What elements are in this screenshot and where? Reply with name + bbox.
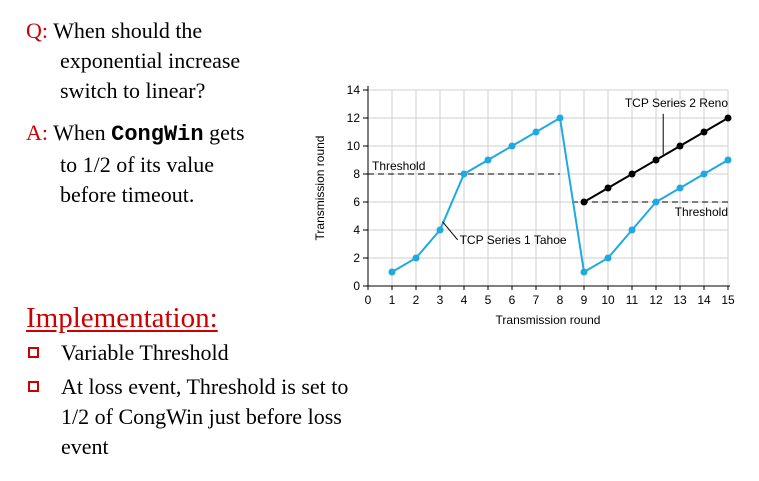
tahoe-point: [628, 226, 636, 234]
x-tick-label: 5: [485, 293, 492, 307]
answer-block: A: When CongWin gets to 1/2 of its value…: [26, 118, 245, 210]
question-line-3: switch to linear?: [60, 78, 206, 103]
tahoe-point: [532, 128, 540, 136]
x-tick-label: 14: [697, 293, 711, 307]
reno-point: [652, 156, 660, 164]
tahoe-point: [724, 156, 732, 164]
x-axis-label: Transmission round: [496, 313, 601, 327]
answer-text-post: gets: [203, 120, 245, 145]
tahoe-point: [580, 268, 588, 276]
reno-point: [676, 142, 684, 150]
tahoe-point: [460, 170, 468, 178]
answer-line-2: to 1/2 of its value: [60, 152, 214, 177]
x-tick-label: 11: [626, 293, 639, 307]
y-tick-label: 8: [353, 167, 360, 181]
tahoe-point: [484, 156, 492, 164]
tahoe-point: [676, 184, 684, 192]
list-item: Variable Threshold: [26, 338, 381, 368]
x-tick-label: 2: [413, 293, 420, 307]
y-axis-label: Transmission round: [313, 136, 327, 241]
y-tick-label: 0: [353, 279, 360, 293]
tahoe-point: [556, 114, 564, 122]
x-tick-label: 8: [557, 293, 564, 307]
tahoe-point: [700, 170, 708, 178]
tahoe-point: [388, 268, 396, 276]
tahoe-point: [604, 254, 612, 262]
implementation-list: Variable Threshold At loss event, Thresh…: [26, 338, 381, 466]
tahoe-leader-line: [442, 221, 458, 241]
y-tick-label: 12: [347, 111, 361, 125]
y-tick-label: 2: [353, 251, 360, 265]
x-tick-label: 0: [365, 293, 372, 307]
x-tick-label: 9: [581, 293, 588, 307]
answer-line-3: before timeout.: [60, 182, 195, 207]
threshold-label: Threshold: [372, 159, 425, 173]
x-tick-label: 6: [509, 293, 516, 307]
tahoe-point: [436, 226, 444, 234]
tahoe-point: [652, 198, 660, 206]
square-bullet-icon: [28, 347, 39, 358]
x-tick-label: 7: [533, 293, 540, 307]
implementation-title: Implementation:: [26, 302, 218, 334]
x-tick-label: 3: [437, 293, 444, 307]
x-tick-label: 15: [721, 293, 735, 307]
tahoe-series-label: TCP Series 1 Tahoe: [460, 233, 567, 247]
tahoe-point: [412, 254, 420, 262]
y-tick-label: 6: [353, 195, 360, 209]
question-line-1: When should the: [53, 18, 203, 43]
congwin-code: CongWin: [111, 122, 204, 147]
y-tick-label: 14: [347, 83, 361, 97]
bullet-text: At loss event, Threshold is set to 1/2 o…: [61, 374, 349, 459]
reno-point: [628, 170, 636, 178]
square-bullet-icon: [28, 381, 39, 392]
x-tick-label: 13: [673, 293, 687, 307]
x-tick-label: 10: [601, 293, 615, 307]
y-tick-label: 4: [353, 223, 360, 237]
x-tick-label: 4: [461, 293, 468, 307]
reno-series-label: TCP Series 2 Reno: [625, 96, 728, 110]
reno-point: [604, 184, 612, 192]
answer-label: A:: [26, 120, 48, 145]
question-label: Q:: [26, 18, 48, 43]
list-item: At loss event, Threshold is set to 1/2 o…: [26, 372, 381, 462]
x-tick-label: 1: [389, 293, 396, 307]
bullet-text: Variable Threshold: [61, 340, 229, 365]
threshold-label: Threshold: [675, 205, 728, 219]
reno-point: [580, 198, 588, 206]
tahoe-point: [508, 142, 516, 150]
question-line-2: exponential increase: [60, 48, 241, 73]
answer-text-pre: When: [53, 120, 112, 145]
x-tick-label: 12: [649, 293, 663, 307]
reno-point: [724, 114, 732, 122]
reno-point: [700, 128, 708, 136]
y-tick-label: 10: [347, 139, 361, 153]
question-block: Q: When should the exponential increase …: [26, 16, 240, 106]
